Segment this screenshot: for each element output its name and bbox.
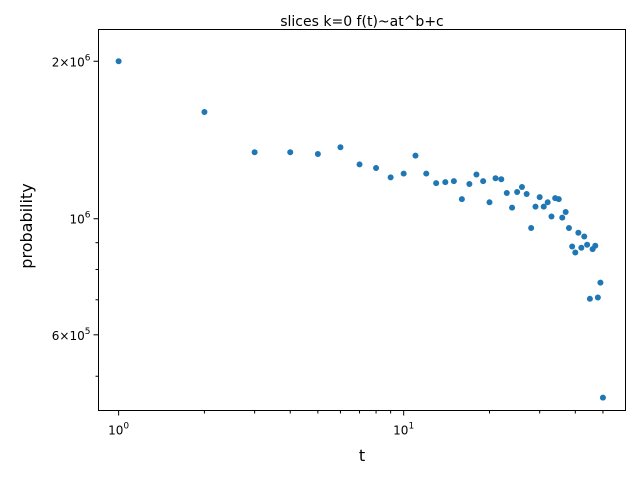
x-tick-label: 100 (108, 422, 129, 438)
chart-title: slices k=0 f(t)~at^b+c (280, 14, 444, 30)
data-point (480, 178, 487, 185)
data-point (423, 170, 430, 177)
data-point (486, 199, 493, 206)
data-point (544, 199, 551, 206)
data-point (373, 165, 380, 172)
data-point (572, 249, 579, 256)
x-tick-label: 101 (393, 422, 414, 438)
data-point (442, 179, 449, 186)
data-point (586, 295, 593, 302)
data-point (536, 194, 543, 201)
data-point (251, 149, 258, 156)
data-point (450, 178, 457, 185)
data-point (575, 229, 582, 236)
data-point (548, 213, 555, 220)
data-point (594, 294, 601, 301)
data-point (592, 242, 599, 249)
data-point (528, 225, 535, 232)
data-point (569, 243, 576, 250)
data-point (115, 58, 122, 65)
data-point (597, 279, 604, 286)
data-point (492, 175, 499, 182)
data-point (509, 204, 516, 211)
data-point (337, 144, 344, 151)
data-point (458, 196, 465, 203)
data-point (498, 176, 505, 183)
x-axis-label: t (359, 446, 365, 465)
y-tick-label: 106 (69, 211, 90, 227)
data-point (387, 174, 394, 181)
data-point (466, 181, 473, 188)
data-point (518, 183, 525, 190)
data-point (523, 191, 530, 198)
data-point (578, 244, 585, 251)
data-point (540, 203, 547, 210)
data-point (581, 233, 588, 240)
data-points (115, 58, 606, 401)
axis-ticks: 100 101 2×106 106 6×105 (52, 53, 604, 438)
data-point (565, 225, 572, 232)
data-point (356, 161, 363, 168)
data-point (503, 189, 510, 196)
data-point (433, 180, 440, 187)
data-point (412, 152, 419, 159)
y-tick-label: 2×106 (52, 53, 91, 69)
y-axis-label: probability (17, 183, 36, 268)
data-point (532, 203, 539, 210)
data-point (400, 170, 407, 177)
data-point (562, 209, 569, 216)
data-point (599, 394, 606, 401)
data-point (514, 188, 521, 195)
data-point (287, 149, 294, 156)
plot-frame (98, 29, 626, 411)
data-point (473, 171, 480, 178)
data-point (201, 108, 208, 115)
data-point (314, 150, 321, 157)
data-point (555, 196, 562, 203)
y-tick-label: 6×105 (52, 327, 91, 343)
data-point (559, 214, 566, 221)
data-point (584, 241, 591, 248)
